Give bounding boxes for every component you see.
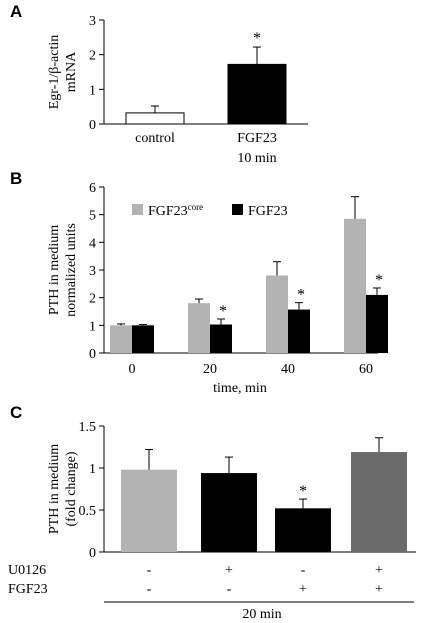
panel-b-category-label: 40	[281, 362, 295, 377]
panel-b-bar	[188, 303, 210, 353]
panel-b-significance-star: *	[219, 303, 227, 320]
panel-c-treatment-label: FGF23	[8, 582, 48, 597]
panel-c-bar	[201, 473, 257, 552]
panel-c-y-tick-label: 1	[89, 462, 96, 477]
panel-b-y-tick-label: 5	[89, 209, 96, 224]
panel-a-bar	[125, 112, 185, 125]
panel-c-y-tick-label: 1.5	[79, 420, 97, 435]
panel-b-bar	[132, 325, 154, 353]
panel-b-bar	[366, 294, 388, 353]
panel-c-treatment-sign: -	[227, 582, 232, 597]
panel-c-y-tick-label: 0.5	[79, 504, 97, 519]
panel-c-treatment-label: U0126	[8, 563, 46, 578]
panel-c-treatment-sign: +	[299, 582, 307, 597]
panel-a-category-label: FGF23	[237, 131, 277, 146]
panel-b-y-tick-label: 3	[89, 264, 96, 279]
panel-b-category-label: 20	[203, 362, 217, 377]
panel-c-significance-star: *	[299, 483, 307, 500]
panel-b-bar	[210, 324, 232, 353]
panel-c-treatment-sign: -	[147, 582, 152, 597]
panel-a-bar	[227, 63, 287, 125]
panel-b-y-tick-label: 1	[89, 319, 96, 334]
panel-a-y-tick-label: 1	[89, 83, 96, 98]
panel-b-category-label: 60	[359, 362, 373, 377]
panel-b-x-axis-label: time, min	[213, 381, 267, 396]
panel-b-bar	[344, 218, 366, 353]
panel-a-label: A	[10, 2, 22, 21]
panel-b-y-axis-label: PTH in medium	[47, 225, 62, 315]
panel-b-y-tick-label: 0	[89, 347, 96, 362]
panel-c-y-tick-label: 0	[89, 546, 96, 561]
panel-c-treatment-sign: +	[375, 582, 383, 597]
panel-b-significance-star: *	[297, 287, 305, 304]
panel-b-bar	[288, 309, 310, 353]
panel-a-category-sublabel: 10 min	[237, 151, 276, 166]
panel-c-bar	[275, 508, 331, 552]
panel-b-category-label: 0	[129, 362, 136, 377]
panel-b-legend-swatch	[232, 204, 243, 215]
panel-b-legend-superscript: core	[188, 202, 204, 212]
panel-c-footer: 20 min	[242, 607, 281, 622]
panel-a-category-label: control	[135, 131, 175, 146]
panel-c-treatment-sign: -	[147, 563, 152, 578]
panel-a-y-axis-label: mRNA	[64, 51, 79, 92]
panel-c-label: C	[10, 403, 22, 422]
panel-c-y-axis-label: (fold change)	[64, 451, 79, 526]
panel-b-bar	[110, 325, 132, 353]
panel-b-legend-label: FGF23	[248, 204, 288, 219]
panel-b-y-tick-label: 6	[89, 181, 96, 196]
panel-a-y-tick-label: 2	[89, 49, 96, 64]
panel-a-y-tick-label: 0	[89, 118, 96, 133]
panel-c-bar	[351, 452, 407, 552]
panel-b-legend-swatch	[132, 204, 143, 215]
panel-c-treatment-sign: +	[375, 563, 383, 578]
panel-c-bar	[121, 469, 177, 552]
panel-b-y-tick-label: 2	[89, 292, 96, 307]
panel-b-label: B	[10, 169, 22, 188]
panel-a-significance-star: *	[253, 30, 261, 47]
panel-a-y-axis-label: Egr-1/β-actin	[47, 35, 62, 109]
panel-b-y-tick-label: 4	[89, 236, 96, 251]
panel-a-y-tick-label: 3	[89, 14, 96, 29]
panel-b-legend-label: FGF23core	[148, 202, 203, 219]
panel-b-bar	[266, 275, 288, 353]
panel-c-y-axis-label: PTH in medium	[47, 444, 62, 534]
panel-c-treatment-sign: +	[225, 563, 233, 578]
panel-b-y-axis-label: normalized units	[64, 223, 79, 317]
panel-b-significance-star: *	[375, 272, 383, 289]
panel-c-treatment-sign: -	[301, 563, 306, 578]
